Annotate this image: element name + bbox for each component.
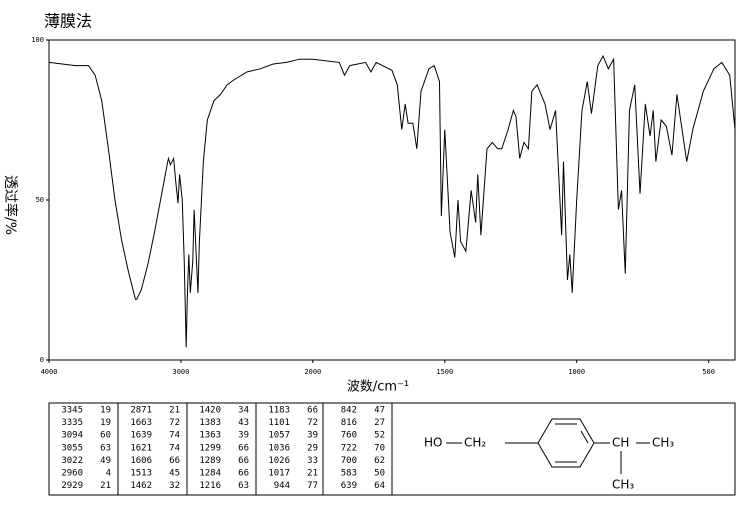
transmittance-cell: 66 [307,406,318,416]
structure-bonds [446,418,650,474]
chart-title: 薄膜法 [44,12,92,31]
x-tick-label: 1500 [436,368,453,376]
transmittance-cell: 62 [374,456,385,466]
x-tick-label: 1000 [568,368,585,376]
transmittance-cell: 60 [100,431,111,441]
y-tick-label: 50 [36,196,44,204]
wavenumber-cell: 3055 [61,443,83,453]
transmittance-cell: 64 [374,481,385,491]
table-dividers [117,403,393,495]
y-axis-label: 透过率/% [2,175,19,235]
structure-group: HO [424,436,442,450]
transmittance-cell: 39 [307,431,318,441]
wavenumber-cell: 2929 [61,481,83,491]
transmittance-cell: 77 [307,481,318,491]
transmittance-cell: 66 [169,456,180,466]
structure-group: CH₃ [612,478,634,492]
transmittance-cell: 21 [169,406,180,416]
wavenumber-cell: 1284 [199,469,221,479]
transmittance-cell: 34 [238,406,249,416]
wavenumber-cell: 842 [341,406,357,416]
wavenumber-cell: 1363 [199,431,221,441]
transmittance-cell: 50 [374,469,385,479]
wavenumber-cell: 3345 [61,406,83,416]
wavenumber-cell: 3022 [61,456,83,466]
wavenumber-cell: 944 [274,481,290,491]
transmittance-cell: 66 [238,456,249,466]
transmittance-cell: 52 [374,431,385,441]
transmittance-cell: 4 [106,469,111,479]
wavenumber-cell: 1621 [130,443,152,453]
wavenumber-cell: 1606 [130,456,152,466]
wavenumber-cell: 1017 [268,469,290,479]
transmittance-cell: 33 [307,456,318,466]
transmittance-cell: 27 [374,418,385,428]
wavenumber-cell: 1183 [268,406,290,416]
transmittance-cell: 45 [169,469,180,479]
x-tick-label: 3000 [172,368,189,376]
transmittance-cell: 19 [100,406,111,416]
structure-group: CH [612,436,629,450]
wavenumber-cell: 1663 [130,418,152,428]
wavenumber-cell: 3335 [61,418,83,428]
wavenumber-cell: 816 [341,418,357,428]
structure-group: CH₃ [652,436,674,450]
x-tick-label: 4000 [41,368,58,376]
structure-group: CH₂ [464,436,486,450]
wavenumber-cell: 2871 [130,406,152,416]
transmittance-cell: 63 [238,481,249,491]
wavenumber-cell: 1216 [199,481,221,491]
wavenumber-cell: 700 [341,456,357,466]
wavenumber-cell: 1420 [199,406,221,416]
transmittance-cell: 21 [307,469,318,479]
y-tick-label: 0 [40,356,44,364]
transmittance-cell: 72 [307,418,318,428]
wavenumber-cell: 3094 [61,431,83,441]
wavenumber-cell: 583 [341,469,357,479]
transmittance-cell: 74 [169,431,180,441]
wavenumber-cell: 1289 [199,456,221,466]
wavenumber-cell: 760 [341,431,357,441]
wavenumber-cell: 1299 [199,443,221,453]
wavenumber-cell: 1639 [130,431,152,441]
transmittance-cell: 66 [238,443,249,453]
transmittance-cell: 66 [238,469,249,479]
transmittance-cell: 32 [169,481,180,491]
transmittance-cell: 47 [374,406,385,416]
wavenumber-cell: 1036 [268,443,290,453]
wavenumber-cell: 1101 [268,418,290,428]
x-tick-label: 500 [702,368,715,376]
x-tick-label: 2000 [304,368,321,376]
transmittance-cell: 19 [100,418,111,428]
transmittance-cell: 43 [238,418,249,428]
wavenumber-cell: 1383 [199,418,221,428]
wavenumber-cell: 1462 [130,481,152,491]
y-tick-label: 100 [31,36,44,44]
transmittance-cell: 63 [100,443,111,453]
transmittance-cell: 72 [169,418,180,428]
transmittance-cell: 74 [169,443,180,453]
plot-frame [48,39,736,361]
wavenumber-cell: 1057 [268,431,290,441]
wavenumber-cell: 2960 [61,469,83,479]
wavenumber-cell: 639 [341,481,357,491]
wavenumber-cell: 1513 [130,469,152,479]
wavenumber-cell: 722 [341,443,357,453]
transmittance-cell: 29 [307,443,318,453]
x-axis-label: 波数/cm⁻¹ [347,380,409,395]
wavenumber-cell: 1026 [268,456,290,466]
transmittance-cell: 21 [100,481,111,491]
transmittance-cell: 70 [374,443,385,453]
spectrum-line [48,54,736,348]
transmittance-cell: 39 [238,431,249,441]
transmittance-cell: 49 [100,456,111,466]
